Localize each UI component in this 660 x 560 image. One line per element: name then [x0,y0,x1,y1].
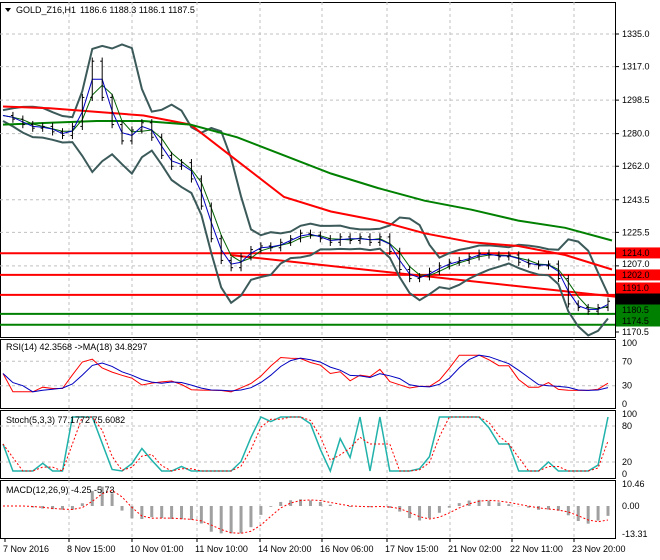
trend-line [229,254,616,298]
stoch-tick-label: 0 [622,469,627,479]
price-label-resistance: 1202.0 [622,270,650,280]
price-label-resistance: 1191.0 [622,283,649,293]
price-label-current: 1187.5 [622,294,649,304]
x-tick-label: 21 Nov 02:00 [448,544,502,554]
price-label-box [616,247,660,259]
y-tick-label: 1298.5 [622,95,650,105]
x-tick-label: 11 Nov 10:00 [195,544,248,554]
y-tick-label: 1225.5 [622,227,650,237]
ma-200-line [2,120,613,242]
stoch-signal-line [2,416,609,472]
x-tick-label: 16 Nov 06:00 [320,544,374,554]
x-tick-label: 10 Nov 01:00 [130,544,184,554]
stoch-tick-label: 20 [622,457,632,467]
x-tick-label: 23 Nov 20:00 [572,544,626,554]
stoch-tick-label: 100 [622,409,637,419]
ma-slow-line [2,105,613,271]
macd-tick-label: 10.46 [622,479,645,489]
y-tick-label: 1335.0 [622,29,650,39]
rsi-line [2,354,609,393]
price-label-support: 1174.5 [622,316,649,326]
rsi-tick-label: 100 [622,338,637,348]
chart-symbol: GOLD_Z16,H1 [16,5,76,15]
panel-frame-rsi [0,339,616,409]
y-tick-label: 1243.5 [622,195,650,205]
y-tick-label: 1280.0 [622,129,650,139]
bollinger-lower [2,120,609,337]
x-tick-label: 14 Nov 20:00 [258,544,312,554]
rsi-title: RSI(14) 42.3568 ->MA(18) 34.8297 [6,342,147,352]
price-label-box [616,282,660,294]
macd-tick-label: -13.31 [622,529,648,539]
y-tick-label: 1170.5 [622,327,649,337]
chart-ohlc: 1186.6 1188.3 1186.1 1187.5 [80,5,195,15]
panel-frame-stoch [0,410,616,479]
price-label-box [616,304,660,316]
panel-frame-price [0,2,616,338]
rsi-tick-label: 70 [622,356,632,366]
y-tick-label: 1262.0 [622,161,650,171]
macd-signal-line [3,489,609,534]
price-label-box [616,269,660,281]
x-tick-label: 8 Nov 15:00 [67,544,116,554]
ma-fast-blue [2,78,609,310]
macd-title: MACD(12,26,9) -4.25 -5.73 [6,485,115,495]
triangle-down-icon [5,8,11,12]
rsi-tick-label: 0 [622,399,627,409]
x-tick-label: 17 Nov 15:00 [385,544,439,554]
price-label-resistance: 1214.0 [622,248,650,258]
bollinger-upper [2,43,609,295]
stoch-tick-label: 80 [622,421,632,431]
x-tick-label: 7 Nov 2016 [3,544,49,554]
price-label-support: 1180.5 [622,305,649,315]
rsi-tick-label: 30 [622,381,632,391]
panel-frame-macd [0,480,616,539]
price-label-box [616,293,660,305]
stoch-title: Stoch(5,3,3) 77.1772 75.6082 [6,415,125,425]
x-tick-label: 22 Nov 11:00 [510,544,563,554]
stoch-main-line [2,416,609,474]
price-label-box [616,315,660,327]
rsi-ma-line [2,354,609,393]
y-tick-label: 1317.0 [622,62,650,72]
y-tick-label: 1207.0 [622,259,650,269]
macd-tick-label: 0.00 [622,501,640,511]
